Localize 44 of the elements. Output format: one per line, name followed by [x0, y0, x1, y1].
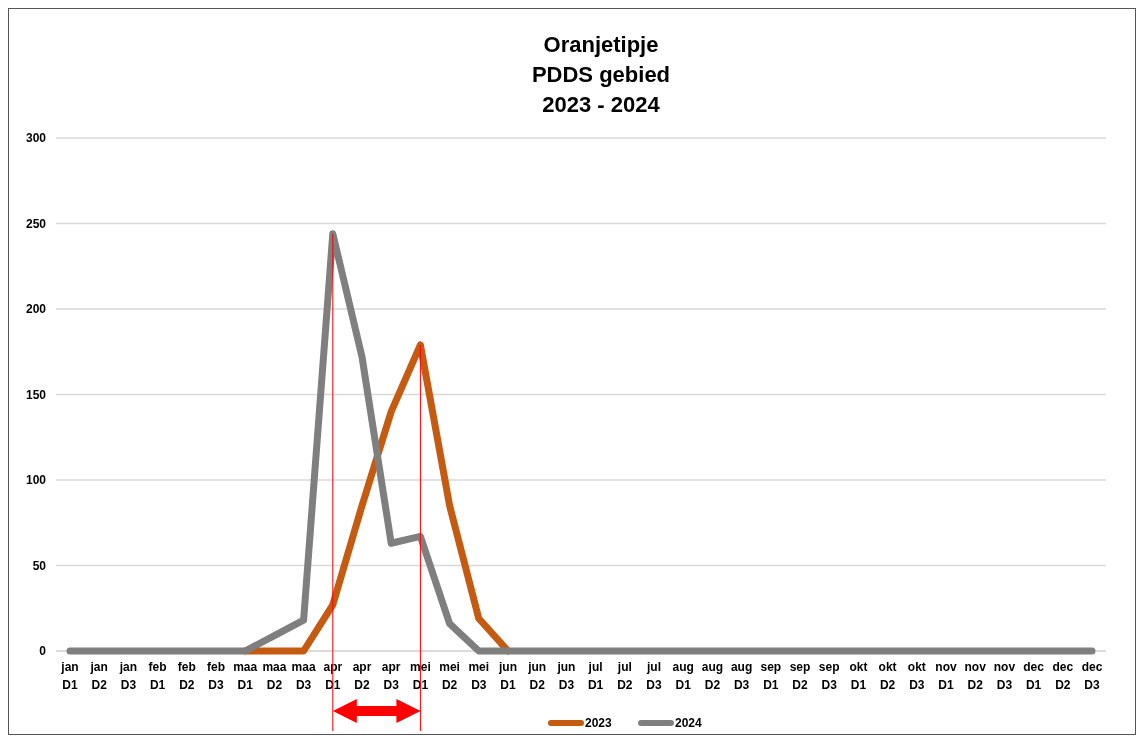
x-tick-label: okt D3: [907, 660, 926, 692]
x-tick-label: sep D2: [789, 660, 811, 692]
x-tick-label: aug D2: [701, 660, 724, 692]
x-tick-label: dec D3: [1081, 660, 1103, 692]
x-tick-label: maa D1: [233, 660, 258, 692]
y-tick-label: 0: [39, 644, 47, 659]
x-tick-label: jun D3: [556, 660, 576, 692]
legend-label: 2024: [675, 716, 703, 731]
x-tick-label: jun D1: [498, 660, 517, 692]
x-tick-label: maa D2: [262, 660, 287, 692]
y-tick-label: 250: [25, 216, 47, 231]
x-tick-label: jan D2: [89, 660, 108, 692]
y-tick-label: 200: [25, 302, 47, 317]
x-tick-label: jan D3: [118, 660, 138, 692]
x-tick-label: apr D2: [352, 660, 372, 692]
x-tick-label: okt D2: [878, 660, 897, 692]
x-tick-label: jul D1: [587, 660, 604, 692]
x-tick-label: nov D3: [993, 660, 1016, 692]
legend-label: 2023: [585, 716, 613, 731]
y-tick-label: 100: [25, 473, 47, 488]
x-tick-label: okt D1: [849, 660, 868, 692]
x-tick-label: maa D3: [291, 660, 316, 692]
x-tick-label: aug D1: [672, 660, 694, 692]
x-tick-label: feb D2: [177, 660, 196, 692]
y-tick-label: 300: [25, 131, 47, 146]
x-tick-label: feb D1: [148, 660, 167, 692]
chart-title: Oranjetipje PDDS gebied 2023 - 2024: [531, 32, 671, 117]
x-tick-label: nov D2: [964, 660, 987, 692]
x-tick-label: jan D1: [60, 660, 79, 692]
x-tick-label: jul D3: [646, 660, 662, 692]
x-tick-label: sep D3: [818, 660, 840, 692]
x-tick-label: feb D3: [207, 660, 225, 692]
x-tick-label: jun D2: [527, 660, 547, 692]
y-tick-label: 150: [25, 387, 47, 402]
x-tick-label: dec D1: [1023, 660, 1045, 692]
x-tick-label: aug D3: [730, 660, 753, 692]
x-tick-label: dec D2: [1052, 660, 1074, 692]
x-tick-label: mei D3: [468, 660, 490, 692]
y-tick-label: 50: [32, 558, 47, 573]
x-tick-label: nov D1: [935, 660, 957, 692]
x-tick-label: mei D2: [439, 660, 460, 692]
x-tick-label: apr D3: [381, 660, 401, 692]
x-tick-label: sep D1: [760, 660, 782, 692]
x-tick-label: jul D2: [616, 660, 633, 692]
